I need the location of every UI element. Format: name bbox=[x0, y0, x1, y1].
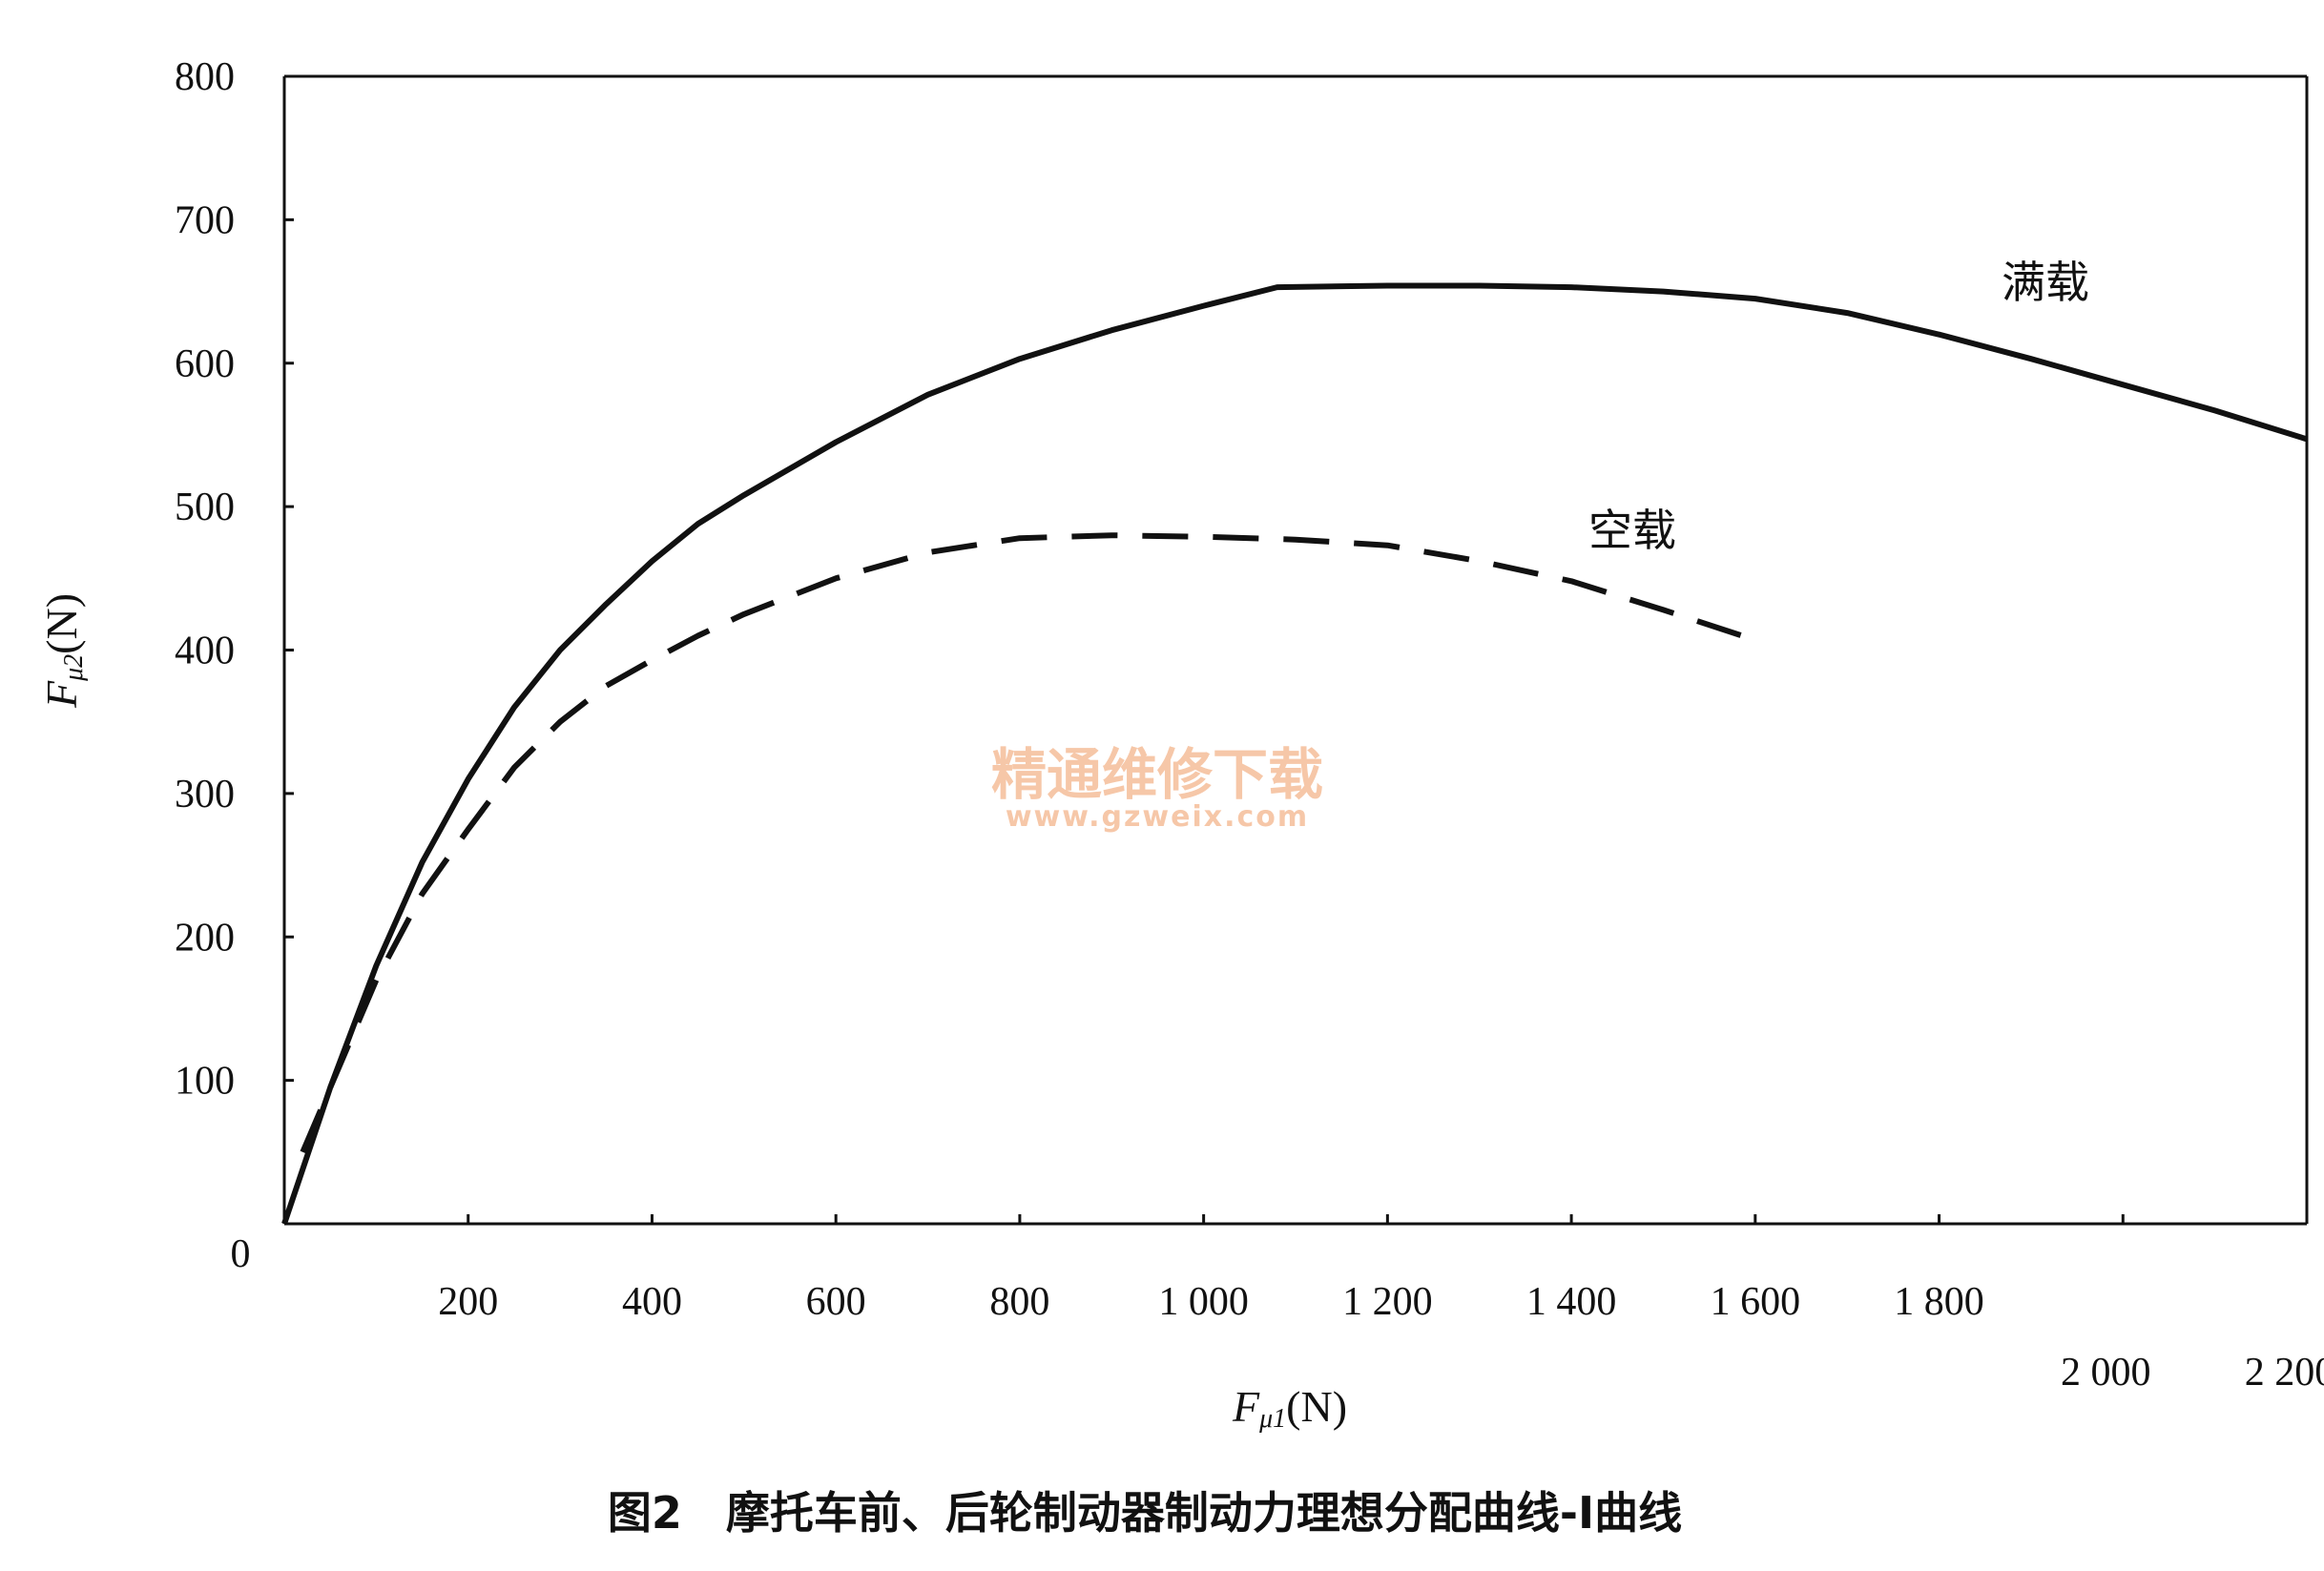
y-axis-ticks: 100 200 300 400 500 600 700 800 bbox=[175, 55, 294, 1104]
y-tick-label: 700 bbox=[175, 198, 235, 242]
y-axis-title: Fμ2(N) bbox=[37, 593, 89, 709]
x-tick-label: 600 bbox=[806, 1280, 866, 1324]
series-label-empty-load: 空载 bbox=[1588, 505, 1676, 556]
series-label-full-load: 满载 bbox=[2002, 257, 2089, 308]
y-tick-label: 600 bbox=[175, 342, 235, 386]
series-layer bbox=[281, 282, 2308, 1225]
y-tick-label: 100 bbox=[175, 1060, 235, 1104]
watermark-title: 精通维修下载 bbox=[991, 742, 1323, 807]
x-tick-label: 800 bbox=[989, 1280, 1049, 1324]
y-tick-label: 300 bbox=[175, 773, 235, 817]
watermark-url: www.gzweix.com bbox=[1006, 800, 1309, 834]
x-axis-ticks: 200 400 600 800 1 000 1 200 1 400 1 600 1 800 2 0… bbox=[438, 1214, 2324, 1395]
y-tick-label: 200 bbox=[175, 916, 235, 960]
x-tick-label: 2 200 bbox=[2245, 1351, 2324, 1395]
x-tick-label: 1 000 bbox=[1158, 1280, 1249, 1324]
x-tick-label: 200 bbox=[438, 1280, 498, 1324]
series-line-empty-load bbox=[300, 532, 1756, 1153]
y-tick-label: 500 bbox=[175, 486, 235, 529]
x-tick-label: 1 800 bbox=[1894, 1280, 1984, 1324]
series-line-full-load bbox=[281, 282, 2308, 1225]
x-tick-label: 1 600 bbox=[1711, 1280, 1801, 1324]
x-tick-label: 400 bbox=[622, 1280, 682, 1324]
x-axis-title: Fμ1(N) bbox=[1232, 1382, 1347, 1434]
figure-caption: 图2 摩托车前、后轮制动器制动力理想分配曲线-I曲线 bbox=[608, 1487, 1682, 1539]
y-tick-label: 400 bbox=[175, 630, 235, 673]
origin-label: 0 bbox=[231, 1232, 251, 1276]
x-tick-label: 1 200 bbox=[1342, 1280, 1433, 1324]
x-tick-label: 2 000 bbox=[2061, 1351, 2151, 1395]
x-tick-label: 1 400 bbox=[1526, 1280, 1617, 1324]
y-tick-label: 800 bbox=[175, 55, 235, 99]
